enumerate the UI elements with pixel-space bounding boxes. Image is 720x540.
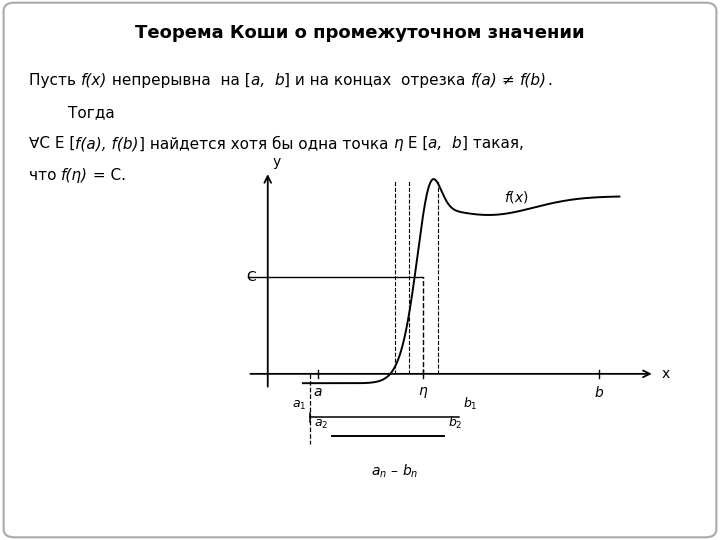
Text: Пусть: Пусть [29, 73, 81, 88]
Text: непрерывна  на [: непрерывна на [ [107, 73, 251, 88]
Text: ] и на концах  отрезка: ] и на концах отрезка [284, 73, 471, 88]
Text: $b$: $b$ [594, 385, 604, 400]
Text: $b_2$: $b_2$ [448, 415, 462, 431]
Text: f(a): f(a) [471, 73, 498, 88]
Text: ] такая,: ] такая, [462, 136, 523, 151]
Text: y: y [273, 156, 281, 170]
Text: x: x [662, 367, 670, 381]
Text: ] найдется хотя бы одна точка: ] найдется хотя бы одна точка [139, 136, 393, 151]
Text: a,  b: a, b [428, 136, 462, 151]
Text: $f(x)$: $f(x)$ [504, 188, 528, 205]
Text: a,  b: a, b [251, 73, 284, 88]
Text: $b_1$: $b_1$ [463, 396, 477, 413]
Text: f(η): f(η) [61, 168, 88, 184]
Text: С: С [246, 270, 256, 284]
Text: f(x): f(x) [81, 73, 107, 88]
Text: $a_n\ –\ b_n$: $a_n\ –\ b_n$ [371, 462, 418, 480]
FancyBboxPatch shape [4, 3, 716, 537]
Text: Теорема Коши о промежуточном значении: Теорема Коши о промежуточном значении [135, 24, 585, 42]
Text: что: что [29, 168, 61, 184]
Text: Е [: Е [ [402, 136, 428, 151]
Text: $\eta$: $\eta$ [418, 385, 428, 400]
Text: = С.: = С. [88, 168, 126, 184]
Text: .: . [547, 73, 552, 88]
Text: $a_2$: $a_2$ [314, 418, 328, 431]
Text: f(b): f(b) [520, 73, 547, 88]
Text: Тогда: Тогда [68, 105, 115, 120]
Text: f(a), f(b): f(a), f(b) [75, 136, 139, 151]
Text: ≠: ≠ [498, 73, 520, 88]
Text: ∀C Е [: ∀C Е [ [29, 136, 75, 151]
Text: η: η [393, 136, 402, 151]
Text: $a$: $a$ [313, 385, 323, 399]
Text: $a_1$: $a_1$ [292, 400, 306, 413]
